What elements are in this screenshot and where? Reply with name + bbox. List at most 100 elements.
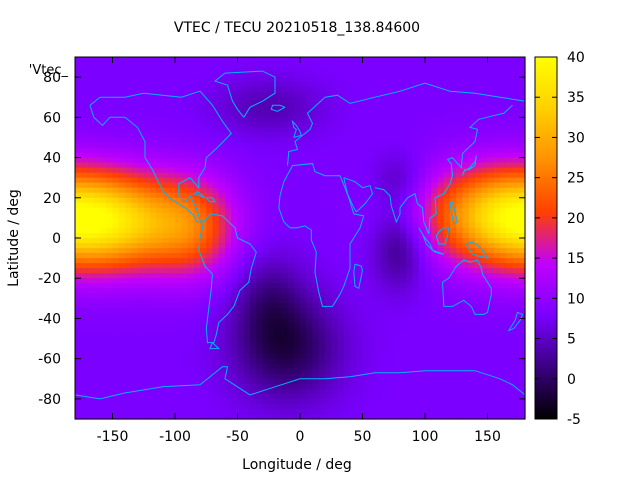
heatmap-cell xyxy=(500,323,507,330)
heatmap-cell xyxy=(237,388,245,395)
heatmap-cell xyxy=(81,388,89,395)
heatmap-cell xyxy=(518,238,526,244)
heatmap-cell xyxy=(306,222,314,229)
heatmap-cell xyxy=(218,97,226,103)
heatmap-cell xyxy=(337,107,345,113)
heatmap-cell xyxy=(350,177,357,184)
heatmap-cell xyxy=(150,383,157,390)
heatmap-cell xyxy=(262,248,270,254)
heatmap-cell xyxy=(243,227,251,234)
heatmap-cell xyxy=(443,72,451,78)
heatmap-cell xyxy=(281,348,289,355)
heatmap-cell xyxy=(425,383,432,390)
heatmap-cell xyxy=(131,303,139,309)
heatmap-cell xyxy=(418,283,426,289)
heatmap-cell xyxy=(212,197,220,204)
heatmap-cell xyxy=(200,298,207,304)
heatmap-cell xyxy=(281,398,289,405)
heatmap-cell xyxy=(400,147,407,154)
heatmap-cell xyxy=(268,308,276,315)
heatmap-cell xyxy=(168,403,176,410)
heatmap-cell xyxy=(143,363,151,370)
heatmap-cell xyxy=(206,303,214,309)
heatmap-cells xyxy=(75,57,526,420)
heatmap-cell xyxy=(337,162,345,169)
heatmap-cell xyxy=(293,77,301,83)
heatmap-cell xyxy=(487,177,495,184)
heatmap-cell xyxy=(112,157,120,164)
heatmap-cell xyxy=(81,187,89,194)
heatmap-cell xyxy=(500,112,507,118)
heatmap-cell xyxy=(350,363,357,370)
heatmap-cell xyxy=(312,132,320,139)
heatmap-cell xyxy=(300,142,307,149)
heatmap-cell xyxy=(475,298,482,304)
heatmap-cell xyxy=(118,212,126,219)
heatmap-cell xyxy=(500,187,507,194)
heatmap-cell xyxy=(87,127,95,134)
heatmap-cell xyxy=(275,217,282,224)
heatmap-cell xyxy=(187,232,195,239)
heatmap-cell xyxy=(75,102,82,108)
heatmap-cell xyxy=(212,378,220,385)
heatmap-cell xyxy=(343,313,351,320)
heatmap-cell xyxy=(462,77,470,83)
heatmap-cell xyxy=(356,132,364,139)
heatmap-cell xyxy=(225,293,232,299)
heatmap-cell xyxy=(362,142,370,149)
heatmap-cell xyxy=(518,162,526,169)
heatmap-cell xyxy=(268,398,276,405)
heatmap-cell xyxy=(337,248,345,254)
heatmap-cell xyxy=(162,243,170,249)
heatmap-cell xyxy=(418,217,426,224)
heatmap-cell xyxy=(143,207,151,214)
heatmap-cell xyxy=(375,378,382,385)
heatmap-cell xyxy=(131,298,139,304)
heatmap-cell xyxy=(225,107,232,113)
heatmap-cell xyxy=(256,92,264,98)
heatmap-cell xyxy=(387,167,395,174)
heatmap-cell xyxy=(406,363,414,370)
heatmap-cell xyxy=(100,298,107,304)
heatmap-cell xyxy=(200,67,207,73)
heatmap-cell xyxy=(312,97,320,103)
heatmap-cell xyxy=(287,273,295,279)
heatmap-cell xyxy=(368,102,376,108)
heatmap-cell xyxy=(250,182,257,189)
heatmap-cell xyxy=(193,273,201,279)
heatmap-cell xyxy=(487,253,495,259)
heatmap-cell xyxy=(437,122,445,128)
heatmap-cell xyxy=(156,102,164,108)
heatmap-cell xyxy=(268,288,276,294)
heatmap-cell xyxy=(475,232,482,239)
heatmap-cell xyxy=(493,232,501,239)
heatmap-cell xyxy=(231,202,239,209)
heatmap-cell xyxy=(231,253,239,259)
heatmap-cell xyxy=(312,112,320,118)
heatmap-cell xyxy=(193,323,201,330)
heatmap-cell xyxy=(268,303,276,309)
heatmap-cell xyxy=(462,313,470,320)
heatmap-cell xyxy=(468,378,476,385)
heatmap-cell xyxy=(362,398,370,405)
heatmap-cell xyxy=(312,278,320,284)
heatmap-cell xyxy=(375,152,382,159)
heatmap-cell xyxy=(237,147,245,154)
heatmap-cell xyxy=(443,57,451,63)
heatmap-cell xyxy=(431,318,439,325)
heatmap-cell xyxy=(337,388,345,395)
heatmap-cell xyxy=(281,172,289,179)
heatmap-cell xyxy=(106,343,114,350)
heatmap-cell xyxy=(331,77,339,83)
heatmap-cell xyxy=(381,278,389,284)
heatmap-cell xyxy=(106,152,114,159)
heatmap-cell xyxy=(237,343,245,350)
heatmap-cell xyxy=(237,353,245,360)
heatmap-cell xyxy=(181,137,189,144)
heatmap-cell xyxy=(125,283,132,289)
heatmap-cell xyxy=(481,313,489,320)
heatmap-cell xyxy=(381,172,389,179)
heatmap-cell xyxy=(325,318,332,325)
heatmap-cell xyxy=(493,177,501,184)
heatmap-cell xyxy=(300,122,307,128)
